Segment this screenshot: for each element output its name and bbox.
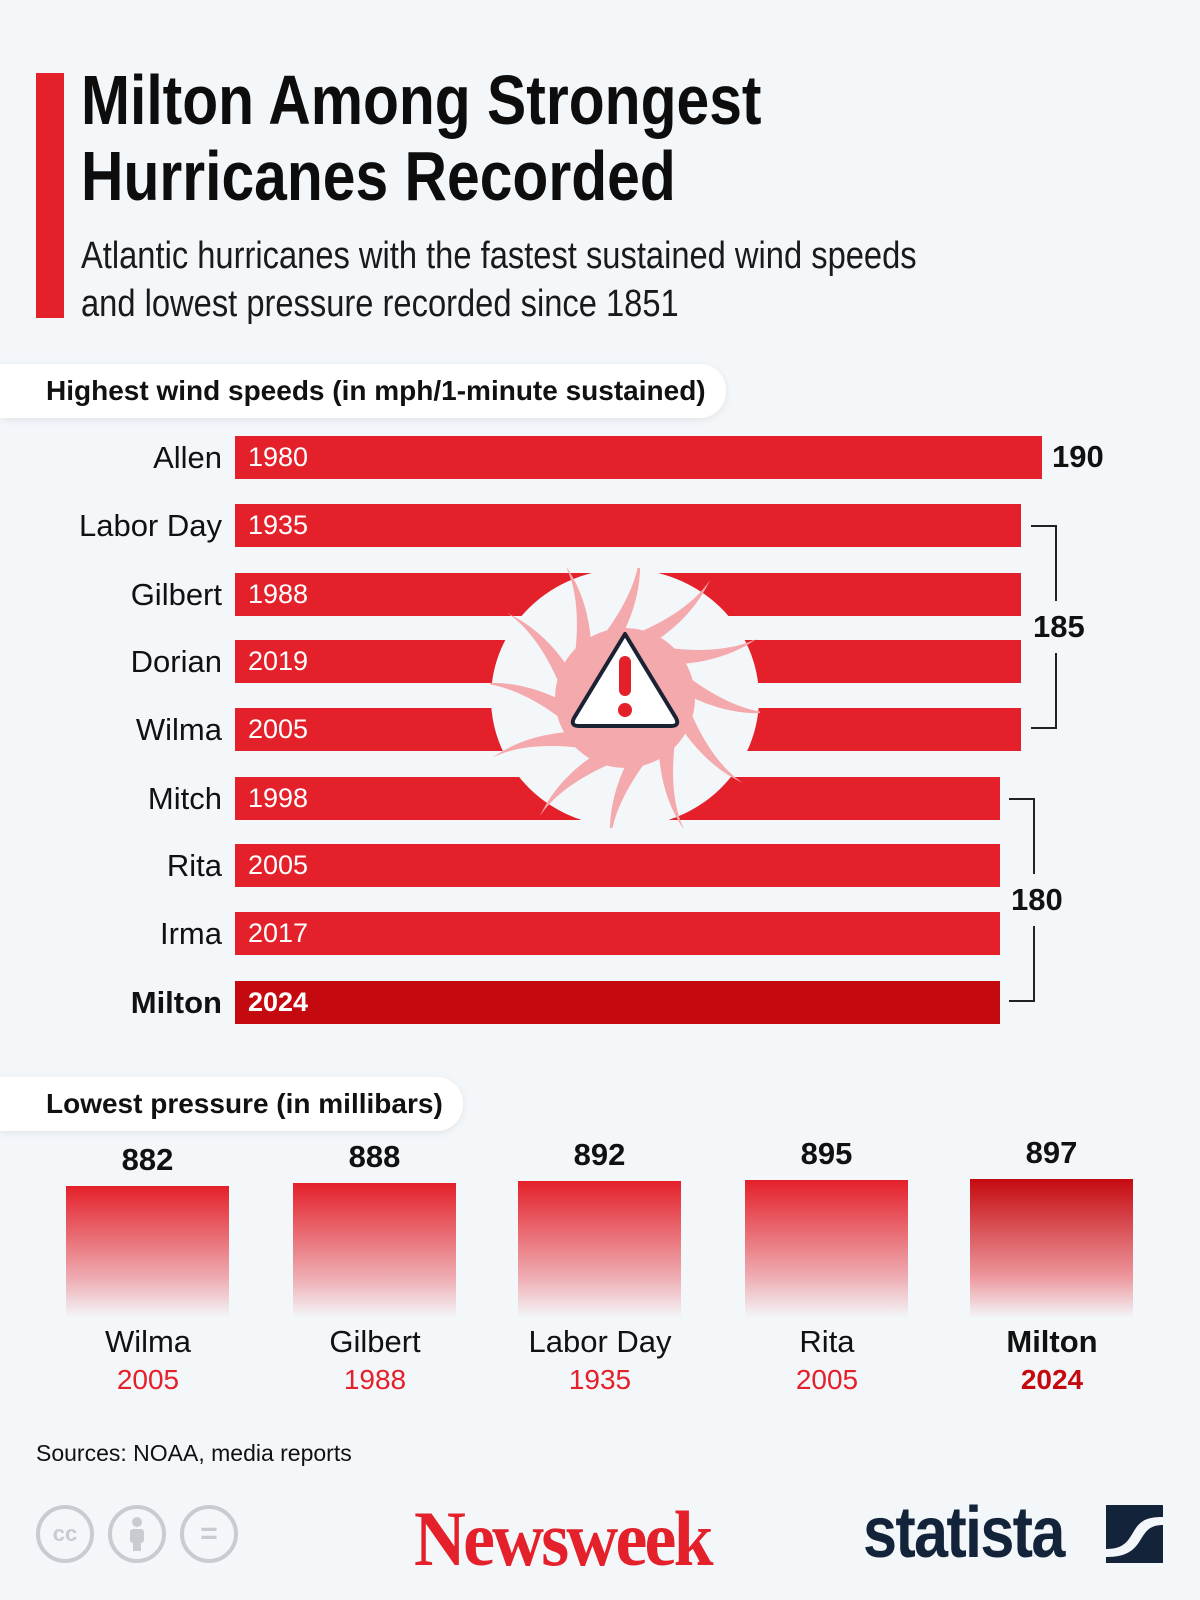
pressure-bar-label: Gilbert — [329, 1324, 421, 1359]
pressure-bar-label: Wilma — [104, 1324, 192, 1359]
wind-bar: 1935 — [235, 504, 1021, 547]
pressure-year-label: 1988 — [343, 1364, 407, 1395]
bar-label: Labor Day — [78, 508, 222, 543]
pressure-bar — [745, 1179, 908, 1318]
wind-bar: 2017 — [235, 912, 1000, 955]
year-label: 1935 — [248, 510, 309, 540]
bracket-gap — [1049, 601, 1069, 653]
pressure-year-label: 2005 — [795, 1364, 859, 1395]
subtitle: Atlantic hurricanes with the fastest sus… — [81, 235, 917, 325]
hurricane-arm — [625, 580, 710, 648]
value-label: 190 — [1052, 439, 1104, 474]
year-label: 1998 — [248, 783, 309, 813]
year-label: 2017 — [248, 918, 309, 948]
bracket-gap — [1027, 874, 1047, 926]
hurricane-arm — [675, 698, 743, 783]
pressure-value: 892 — [573, 1137, 626, 1172]
pressure-bar-label: Milton — [1006, 1324, 1098, 1359]
pressure-bar — [66, 1186, 229, 1318]
bar-label: Irma — [160, 916, 222, 951]
bar-label: Milton — [130, 985, 222, 1020]
bar-label: Rita — [166, 848, 222, 883]
hurricane-warning-icon — [490, 568, 760, 828]
year-label: 2005 — [248, 850, 309, 880]
wind-bar: 2024 — [235, 981, 1000, 1024]
hurricane-arm — [565, 568, 592, 668]
accent-bar — [36, 73, 64, 318]
pressure-bar-label: Rita — [799, 1324, 855, 1359]
page-title: Milton Among Strongest Hurricanes Recorde… — [81, 61, 762, 215]
wind-bar: 2005 — [235, 844, 1000, 887]
hurricane-arm — [540, 748, 625, 816]
pressure-year-label: 2024 — [1020, 1364, 1084, 1395]
hurricane-arm — [492, 731, 595, 758]
pressure-year-label: 2005 — [116, 1364, 180, 1395]
year-label: 2019 — [248, 646, 309, 676]
year-label: 1988 — [248, 579, 309, 609]
pressure-bar-label: Labor Day — [528, 1324, 672, 1359]
no-derivatives-icon: = — [180, 1505, 238, 1563]
newsweek-logo: Newsweek — [414, 1495, 714, 1582]
value-label: 180 — [1011, 882, 1063, 917]
statista-logo-mark-icon — [1106, 1505, 1163, 1563]
year-label: 1980 — [248, 442, 309, 472]
pressure-value: 897 — [1025, 1134, 1078, 1170]
pressure-bar — [518, 1181, 681, 1318]
cc-icon: cc — [36, 1505, 94, 1563]
year-label: 2005 — [248, 714, 309, 744]
pressure-bar — [970, 1178, 1133, 1318]
bar-label: Allen — [153, 440, 222, 475]
hurricane-arm — [507, 613, 575, 698]
bar-label: Mitch — [147, 781, 222, 816]
statista-logo: statista — [863, 1493, 1065, 1573]
hurricane-arm — [676, 668, 760, 714]
bar-label: Gilbert — [130, 577, 222, 612]
pressure-value: 888 — [348, 1139, 401, 1174]
pressure-section-header: Lowest pressure (in millibars) — [0, 1077, 463, 1131]
source-note: Sources: NOAA, media reports — [36, 1440, 352, 1466]
pressure-bar — [293, 1183, 456, 1318]
bar-label: Dorian — [130, 644, 222, 679]
year-label: 2024 — [248, 987, 309, 1017]
pressure-value: 895 — [800, 1135, 853, 1171]
wind-section-header: Highest wind speeds (in mph/1-minute sus… — [0, 364, 726, 418]
attribution-icon — [108, 1505, 166, 1563]
hurricane-arm — [595, 568, 641, 647]
hurricane-arm — [658, 728, 685, 828]
wind-bar: 1980 — [235, 436, 1042, 479]
hurricane-arm — [609, 749, 655, 828]
hurricane-arm — [490, 682, 574, 728]
value-label: 185 — [1033, 609, 1085, 644]
pressure-value: 882 — [121, 1142, 174, 1177]
bar-label: Wilma — [135, 712, 222, 747]
hurricane-arm — [655, 638, 758, 665]
pressure-year-label: 1935 — [568, 1364, 632, 1395]
